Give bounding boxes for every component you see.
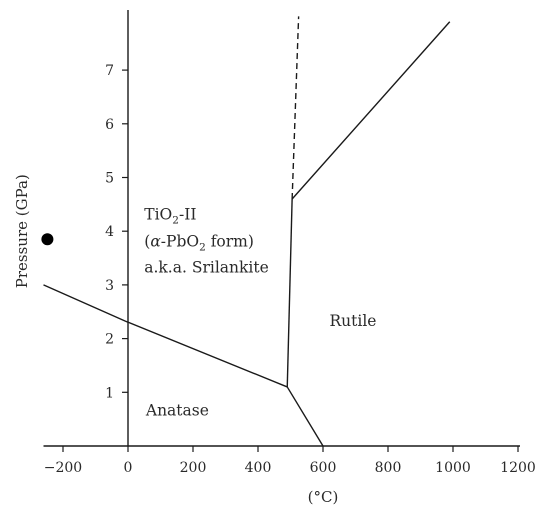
region-label-tio2-ii: TiO2-II (α-PbO2 form) a.k.a. Srilankite: [144, 205, 269, 276]
x-tick-label: 1000: [435, 460, 471, 476]
y-tick-label: 3: [105, 278, 114, 294]
x-tick-label: 1200: [500, 460, 536, 476]
boundary-tio2ii-rutile: [286, 198, 293, 387]
x-tick-label: 400: [245, 460, 272, 476]
boundary-tio2ii-rutile-upper: [291, 21, 451, 200]
y-axis-label: Pressure (GPa): [13, 174, 31, 288]
region-label-anatase: Anatase: [145, 401, 209, 419]
x-tick-label: 600: [310, 460, 337, 476]
boundary-anatase-tio2ii: [43, 284, 288, 388]
tio2-ii-label-line3: a.k.a. Srilankite: [144, 258, 269, 276]
data-point-marker: [41, 233, 54, 246]
phase-boundaries: [43, 16, 451, 447]
axes: [43, 10, 520, 447]
boundary-extrapolated: [291, 16, 300, 200]
boundary-anatase-rutile: [286, 386, 324, 447]
x-tick-label: −200: [44, 460, 82, 476]
x-tick-label: 800: [375, 460, 402, 476]
y-tick-label: 4: [105, 224, 114, 240]
y-tick-label: 2: [105, 332, 114, 348]
region-label-rutile: Rutile: [330, 312, 377, 330]
x-tick-label: 0: [124, 460, 133, 476]
y-tick-label: 7: [105, 63, 114, 79]
y-tick-label: 5: [105, 171, 114, 187]
tio2-ii-label-line2: (α-PbO2 form): [144, 232, 254, 253]
y-tick-label: 6: [105, 117, 114, 133]
tio2-ii-label-line1: TiO2-II: [144, 205, 196, 226]
y-ticks: 1 2 3 4 5 6 7: [105, 63, 128, 401]
x-tick-label: 200: [180, 460, 207, 476]
x-ticks: −200 0 200 400 600 800 1000 1200: [44, 446, 536, 476]
x-axis-label: (°C): [308, 488, 339, 506]
y-tick-label: 1: [105, 385, 114, 401]
